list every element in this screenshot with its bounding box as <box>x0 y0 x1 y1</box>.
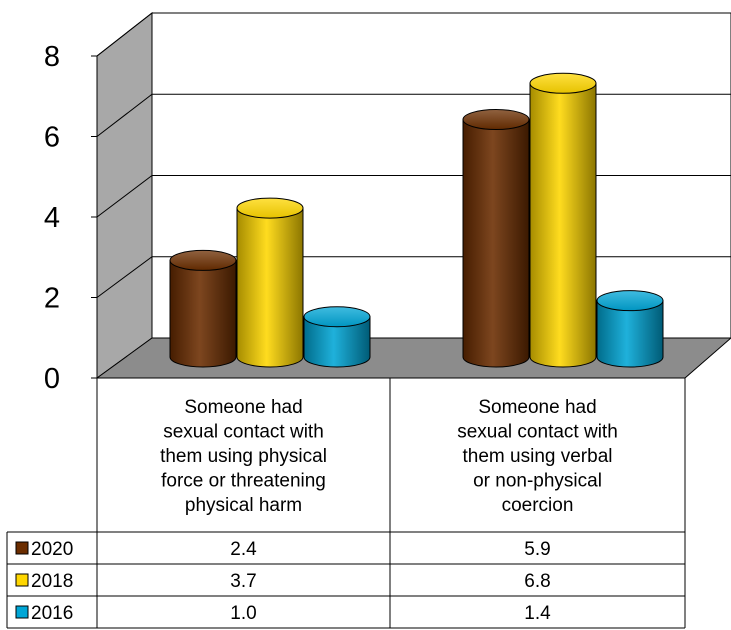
category-label: Someone had sexual contact with them using… <box>457 397 618 516</box>
y-tick-label: 4 <box>44 202 60 234</box>
data-label: 1.4 <box>524 603 551 624</box>
y-axis: 0 2 4 6 8 <box>44 41 98 395</box>
y-tick-label: 2 <box>44 283 60 315</box>
gridline <box>96 12 731 57</box>
category-label: Someone had sexual contact with them using… <box>160 397 327 516</box>
data-label: 3.7 <box>230 571 256 592</box>
y-tick-label: 8 <box>44 41 60 73</box>
bar <box>303 306 371 368</box>
bar <box>169 249 237 368</box>
data-table: Someone had sexual contact with them using… <box>6 378 686 629</box>
legend-swatch-2020 <box>15 541 29 555</box>
data-label: 6.8 <box>524 571 550 592</box>
side-wall <box>96 11 153 379</box>
data-label: 2.4 <box>230 539 257 560</box>
bar <box>462 109 530 368</box>
bar <box>529 72 597 368</box>
legend-label-2016: 2016 <box>31 603 73 624</box>
bar <box>236 197 304 368</box>
legend-swatch-2018 <box>15 573 29 587</box>
data-label: 5.9 <box>524 539 550 560</box>
legend-swatch-2016 <box>15 605 29 619</box>
y-tick-label: 6 <box>44 122 60 154</box>
legend-label-2020: 2020 <box>31 539 73 560</box>
bar <box>596 290 664 368</box>
bars <box>169 72 664 368</box>
legend-label-2018: 2018 <box>31 571 73 592</box>
data-label: 1.0 <box>230 603 256 624</box>
y-tick-label: 0 <box>44 363 60 395</box>
